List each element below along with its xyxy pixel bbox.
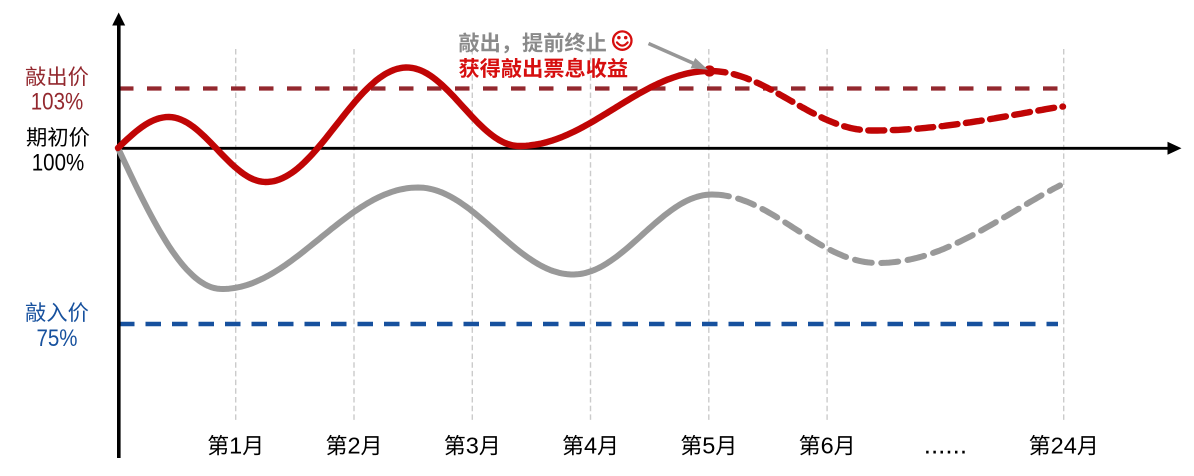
svg-text:24: 24 [1051, 433, 1077, 459]
svg-text:2: 2 [347, 433, 360, 459]
svg-text:3: 3 [466, 433, 479, 459]
svg-text:6: 6 [821, 433, 834, 459]
svg-text:5: 5 [702, 433, 715, 459]
svg-text:100%: 100% [32, 149, 85, 176]
svg-text:4: 4 [584, 433, 597, 459]
svg-text:103%: 103% [31, 89, 84, 116]
svg-text:1: 1 [229, 433, 242, 459]
svg-text:......: ...... [924, 430, 967, 460]
svg-text:75%: 75% [37, 325, 78, 352]
